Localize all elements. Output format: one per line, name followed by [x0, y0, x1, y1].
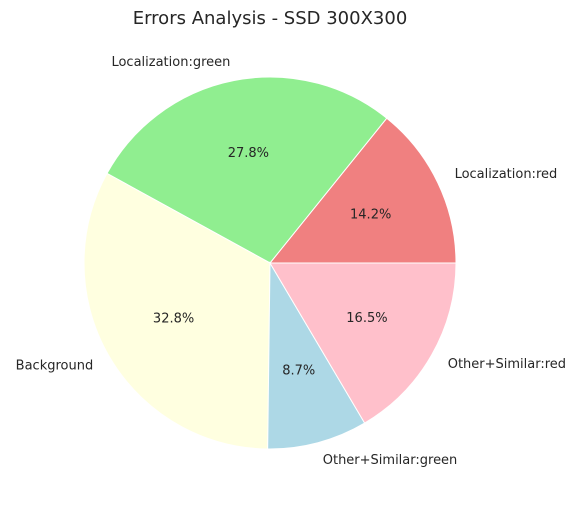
labels-group: 14.2% Localization:red 27.8% Localization:g… — [16, 55, 566, 468]
slice-label: Localization:red — [455, 167, 558, 182]
pie-slice-localization-green — [106, 76, 388, 264]
pie-slice-other-similar-red — [269, 262, 457, 424]
slice-label: Other+Similar:red — [448, 357, 566, 372]
pie-slice-other-similar-green — [267, 261, 366, 450]
percent-label: 32.8% — [153, 312, 194, 327]
chart-title: Errors Analysis - SSD 300X300 — [133, 8, 408, 29]
percent-label: 16.5% — [346, 311, 387, 326]
slice-label: Localization:green — [111, 55, 230, 70]
percent-label: 27.8% — [228, 146, 269, 161]
slices-group — [83, 76, 457, 450]
pie-slice-background — [83, 172, 271, 450]
percent-label: 14.2% — [350, 207, 391, 222]
percent-label: 8.7% — [282, 363, 315, 378]
pie-slice-localization-red — [268, 117, 457, 264]
slice-label: Other+Similar:green — [323, 453, 458, 468]
slice-label: Background — [16, 359, 94, 374]
